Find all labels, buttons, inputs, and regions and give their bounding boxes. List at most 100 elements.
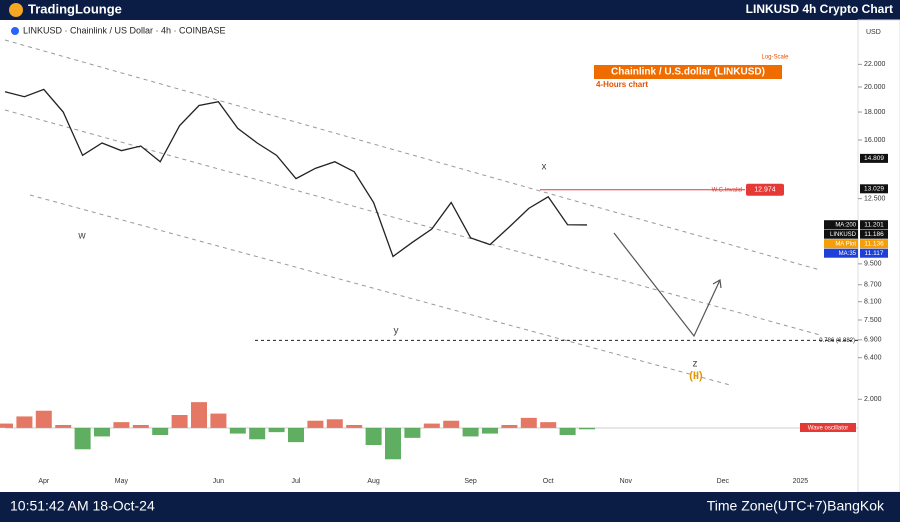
currency: USD	[866, 29, 881, 36]
price-tag-label: 14.809	[864, 155, 884, 162]
x-tick-label: Oct	[543, 478, 554, 485]
price-tag-name: LINKUSD	[830, 232, 857, 238]
oscillator-bar	[288, 427, 304, 443]
osc-name-bg	[800, 423, 856, 432]
oscillator-bar	[482, 427, 498, 434]
price-tag-label: 13.029	[864, 186, 884, 193]
oscillator-bar	[559, 427, 576, 435]
x-tick-label: Jul	[292, 478, 301, 485]
oscillator-bar	[385, 427, 401, 460]
oscillator-bar	[443, 420, 460, 428]
oscillator-bar	[520, 417, 537, 428]
price-tag-label: 11.186	[864, 231, 884, 238]
oscillator-bar	[501, 425, 518, 428]
oscillator-bar	[74, 427, 91, 450]
channel-top	[4, 39, 821, 271]
price-tag	[860, 239, 888, 249]
symbol-icon	[11, 27, 19, 35]
y-tick-label: 18.000	[864, 109, 886, 116]
projection-path	[613, 232, 721, 338]
footer-time: 10:51:42 AM 18-Oct-24	[10, 498, 155, 514]
annotation: y	[394, 326, 399, 337]
oscillator-bar	[152, 427, 169, 435]
oscillator-bar	[191, 402, 207, 428]
annotation-bg	[594, 65, 782, 79]
oscillator-bar	[113, 422, 130, 428]
annotation: 4-Hours chart	[596, 80, 648, 89]
oscillator-bar	[579, 427, 595, 430]
price-tag-name: MA Plot	[835, 241, 856, 247]
annotation: Chainlink / U.S.dollar (LINKUSD)	[611, 67, 765, 78]
footer-bar	[0, 492, 900, 522]
price-tag-name: MA:200	[835, 222, 856, 228]
oscillator-bar	[423, 423, 440, 428]
y-tick-label: 16.000	[864, 137, 886, 144]
y-tick-label: 20.000	[864, 84, 886, 91]
invalid-value: 12.974	[754, 187, 776, 194]
x-tick-label: May	[115, 478, 129, 485]
oscillator-bar	[171, 415, 188, 428]
oscillator-bar	[249, 427, 266, 440]
oscillator-bar	[404, 427, 421, 438]
osc-tick-label: 2.000	[864, 396, 882, 403]
price-tag-name-bg	[824, 229, 858, 239]
price-tag	[860, 153, 888, 163]
price-tag-label: 11.201	[864, 221, 884, 228]
price-tag	[860, 229, 888, 239]
annotation: z	[693, 359, 698, 370]
oscillator-bar	[307, 420, 324, 428]
oscillator-bar	[55, 425, 72, 428]
oscillator-bar	[132, 425, 149, 428]
header-bar	[0, 0, 900, 20]
annotation: (II)	[689, 370, 703, 382]
channel-bottom	[29, 194, 731, 386]
oscillator-bar	[210, 413, 227, 428]
price-tag	[860, 220, 888, 230]
osc-name: Wave oscillator	[808, 426, 848, 432]
y-tick-label: 6.400	[864, 355, 882, 362]
x-tick-label: Sep	[464, 478, 477, 485]
price-tag-label: 11.117	[865, 250, 884, 257]
annotation: x	[542, 162, 547, 173]
y-tick-label: 6.900	[864, 337, 882, 344]
price-tag-name: MA:35	[839, 251, 857, 257]
annotation: w	[77, 231, 86, 242]
oscillator-bar	[326, 419, 343, 428]
oscillator-bar	[365, 427, 382, 445]
oscillator-bar	[540, 422, 557, 428]
logo-text: TradingLounge	[28, 1, 122, 16]
oscillator-bar	[35, 410, 52, 428]
projection-arrowhead	[712, 279, 722, 289]
x-tick-label: Dec	[717, 478, 730, 485]
oscillator-bar	[0, 423, 13, 428]
oscillator-bar	[229, 427, 246, 434]
price-tag-name-bg	[824, 239, 858, 249]
oscillator-bar	[94, 427, 110, 437]
logo-icon	[9, 3, 23, 17]
y-tick-label: 8.100	[864, 299, 882, 306]
x-tick-label: Jun	[213, 478, 224, 485]
y-tick-label: 8.700	[864, 282, 882, 289]
x-tick-label: 2025	[793, 478, 809, 485]
price-tag	[860, 184, 888, 194]
x-tick-label: Aug	[367, 478, 380, 485]
oscillator-bar	[462, 427, 479, 437]
x-tick-label: Apr	[38, 478, 50, 485]
x-tick-label: Nov	[620, 478, 633, 485]
channel-mid	[4, 109, 821, 336]
header-title: LINKUSD 4h Crypto Chart	[746, 2, 893, 16]
price-line	[4, 88, 588, 258]
footer-timezone: Time Zone(UTC+7)BangKok	[707, 498, 885, 514]
y-tick-label: 12.500	[864, 195, 886, 202]
price-tag-name-bg	[824, 248, 858, 258]
y-tick-label: 22.000	[864, 61, 886, 68]
invalid-tag	[746, 183, 784, 196]
y-tick-label: 7.500	[864, 317, 882, 324]
oscillator-bar	[268, 427, 285, 433]
fib-label: 0.786 (6.882)	[819, 338, 855, 344]
y-tick-label: 9.500	[864, 261, 882, 268]
oscillator-bar	[346, 425, 363, 428]
channel-lines	[4, 39, 821, 386]
chart-title: LINKUSD · Chainlink / US Dollar · 4h · C…	[23, 25, 226, 35]
